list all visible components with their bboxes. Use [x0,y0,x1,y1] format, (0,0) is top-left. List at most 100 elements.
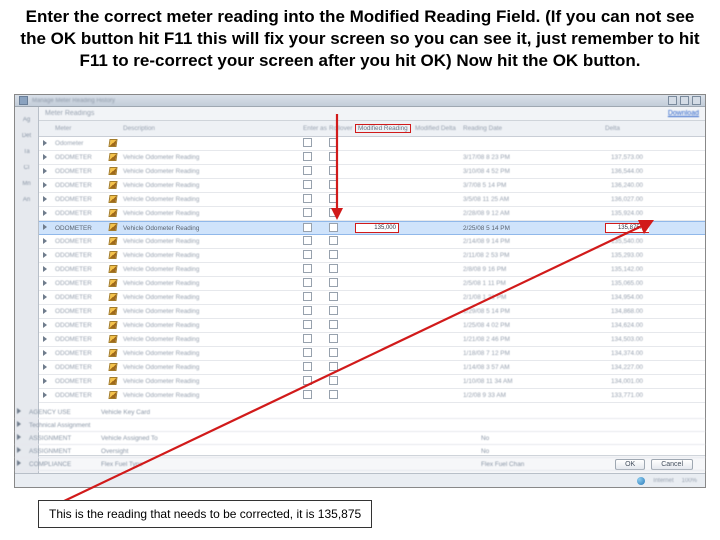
edit-icon[interactable] [108,195,117,203]
rollover-checkbox[interactable] [329,264,338,273]
delta-highlight: 135,875.00 [605,223,649,233]
rollover-checkbox[interactable] [329,362,338,371]
sidebar-label: Det [22,133,31,139]
edit-icon[interactable] [108,279,117,287]
help-icon[interactable] [668,96,677,105]
table-row: ODOMETERVehicle Odometer Reading3/17/08 … [39,151,705,165]
edit-icon[interactable] [108,167,117,175]
rollover-checkbox[interactable] [329,390,338,399]
max-icon[interactable] [692,96,701,105]
delta-checkbox[interactable] [303,348,312,357]
rollover-checkbox[interactable] [329,223,338,232]
expand-icon[interactable] [43,182,47,188]
table-row: ODOMETERVehicle Odometer Reading2/8/08 9… [39,263,705,277]
delta-checkbox[interactable] [303,334,312,343]
rollover-checkbox[interactable] [329,180,338,189]
delta-checkbox[interactable] [303,194,312,203]
expand-icon[interactable] [43,378,47,384]
table-row: ODOMETERVehicle Odometer Reading1/2/08 9… [39,389,705,403]
delta-checkbox[interactable] [303,236,312,245]
expand-icon[interactable] [43,210,47,216]
edit-icon[interactable] [108,237,117,245]
sidebar-label: Ag [23,117,30,123]
edit-icon[interactable] [108,307,117,315]
edit-icon[interactable] [108,391,117,399]
rollover-checkbox[interactable] [329,208,338,217]
expand-icon[interactable] [43,238,47,244]
col-desc: Description [121,125,241,132]
col-enter: Enter as Delta? [301,125,327,132]
rollover-checkbox[interactable] [329,250,338,259]
delta-checkbox[interactable] [303,292,312,301]
expand-icon[interactable] [43,294,47,300]
expand-icon[interactable] [43,392,47,398]
delta-checkbox[interactable] [303,264,312,273]
delta-checkbox[interactable] [303,166,312,175]
delta-checkbox[interactable] [303,278,312,287]
rollover-checkbox[interactable] [329,348,338,357]
rollover-checkbox[interactable] [329,166,338,175]
edit-icon[interactable] [108,209,117,217]
edit-icon[interactable] [108,139,117,147]
edit-icon[interactable] [108,363,117,371]
expand-icon[interactable] [43,308,47,314]
delta-checkbox[interactable] [303,390,312,399]
edit-icon[interactable] [108,349,117,357]
delta-checkbox[interactable] [303,306,312,315]
expand-icon[interactable] [43,322,47,328]
edit-icon[interactable] [108,335,117,343]
delta-checkbox[interactable] [303,250,312,259]
table-row: ODOMETERVehicle Odometer Reading3/10/08 … [39,165,705,179]
edit-icon[interactable] [108,265,117,273]
edit-icon[interactable] [108,293,117,301]
edit-icon[interactable] [108,223,117,231]
expand-icon[interactable] [43,168,47,174]
expand-icon[interactable] [43,154,47,160]
expand-icon[interactable] [43,280,47,286]
edit-icon[interactable] [108,377,117,385]
rollover-checkbox[interactable] [329,278,338,287]
rollover-checkbox[interactable] [329,194,338,203]
sidebar-label: An [23,197,30,203]
delta-checkbox[interactable] [303,180,312,189]
sidebar-label: Mn [22,181,30,187]
rollover-checkbox[interactable] [329,152,338,161]
rollover-checkbox[interactable] [329,320,338,329]
expand-icon[interactable] [43,140,47,146]
expand-icon[interactable] [43,336,47,342]
table-row: ODOMETERVehicle Odometer Reading3/5/08 1… [39,193,705,207]
expand-icon[interactable] [43,350,47,356]
edit-icon[interactable] [108,321,117,329]
modified-reading-input[interactable]: 135,000 [355,223,399,233]
expand-icon[interactable] [43,364,47,370]
download-link[interactable]: Download [668,110,699,117]
expand-icon[interactable] [43,224,47,230]
col-meter: Meter [53,125,107,132]
delta-checkbox[interactable] [303,208,312,217]
delta-checkbox[interactable] [303,152,312,161]
edit-icon[interactable] [108,153,117,161]
delta-checkbox[interactable] [303,138,312,147]
rollover-checkbox[interactable] [329,334,338,343]
delta-checkbox[interactable] [303,376,312,385]
rollover-checkbox[interactable] [329,292,338,301]
rollover-checkbox[interactable] [329,236,338,245]
edit-icon[interactable] [108,181,117,189]
delta-checkbox[interactable] [303,362,312,371]
rollover-checkbox[interactable] [329,376,338,385]
meter-grid: Meter Description Enter as Delta? Rollov… [39,121,705,455]
table-row[interactable]: ODOMETERVehicle Odometer Reading135,0002… [39,221,705,235]
delta-checkbox[interactable] [303,223,312,232]
delta-checkbox[interactable] [303,320,312,329]
rollover-checkbox[interactable] [329,306,338,315]
table-row: ODOMETERVehicle Odometer Reading2/11/08 … [39,249,705,263]
col-rollover: Rollover [327,125,353,132]
min-icon[interactable] [680,96,689,105]
expand-icon[interactable] [43,266,47,272]
expand-icon[interactable] [43,196,47,202]
rollover-checkbox[interactable] [329,138,338,147]
sidebar-label: Ta [23,149,29,155]
table-row: ODOMETERVehicle Odometer Reading2/28/08 … [39,207,705,221]
edit-icon[interactable] [108,251,117,259]
expand-icon[interactable] [43,252,47,258]
